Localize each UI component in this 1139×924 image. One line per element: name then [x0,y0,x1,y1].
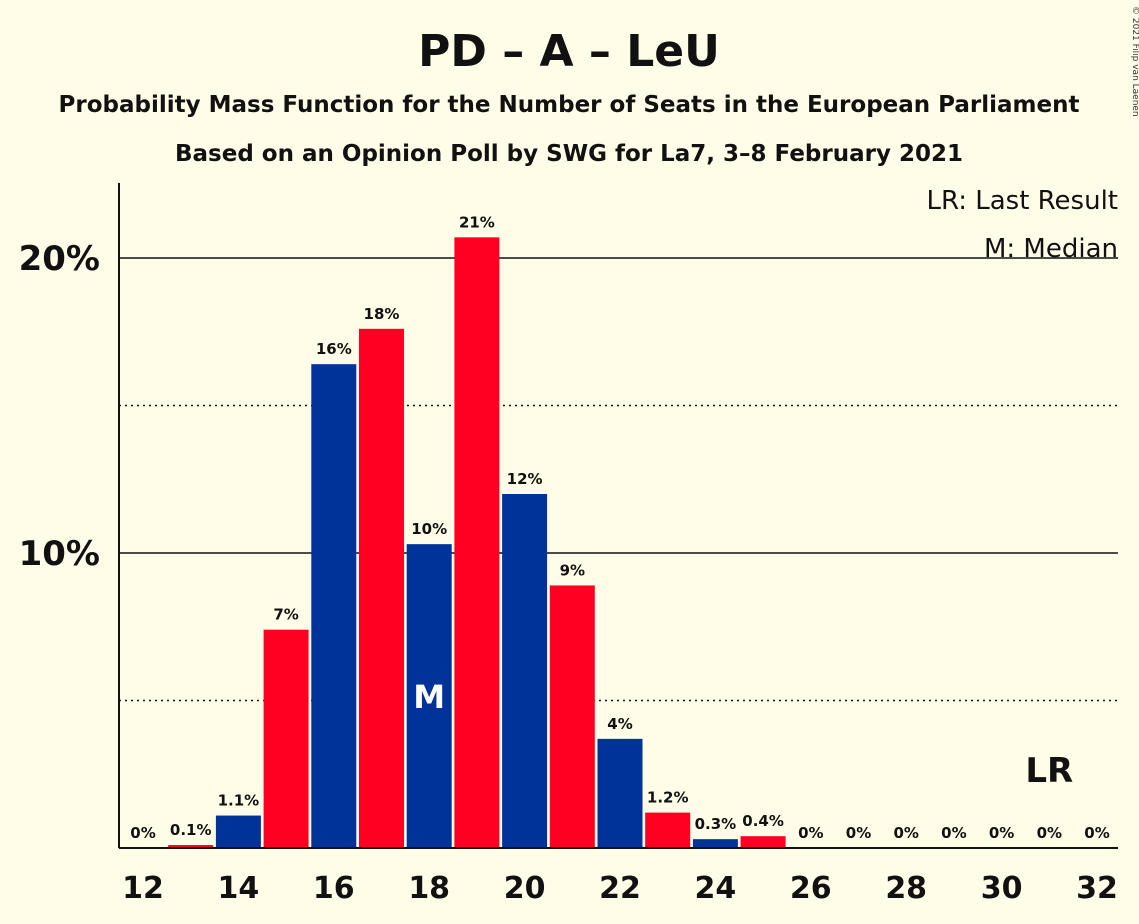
bars: 0% 0.1% 1.1% 7% 16% 18% 10% 21% 12% 9% 4% 1.2% 0.3% 0… [130,213,1110,849]
last-result-marker: LR [1025,751,1073,791]
axes: 12 14 16 18 20 22 24 26 28 30 32 [118,183,1118,906]
data-label: 0% [1037,824,1062,842]
data-label: 0% [941,824,966,842]
bar-seat-22 [597,738,643,848]
data-label: 0% [989,824,1014,842]
bar-seat-15 [263,629,309,848]
data-label: 0% [893,824,918,842]
chart-title: PD – A – LeU [418,26,720,77]
gridlines: 10% 20% [19,239,1118,702]
x-tick-label: 26 [790,871,832,906]
x-tick-label: 20 [504,871,546,906]
y-tick-label: 20% [19,239,100,279]
bar-seat-23 [645,812,691,848]
data-label: 0.3% [695,815,737,833]
bar-seat-14 [215,815,261,848]
data-label: 10% [411,520,447,538]
legend-last-result: LR: Last Result [926,186,1118,216]
x-tick-label: 12 [122,871,164,906]
x-tick-label: 28 [885,871,927,906]
bar-seat-25 [740,836,786,848]
x-tick-label: 24 [695,871,737,906]
y-tick-label: 10% [19,534,100,574]
data-label: 12% [507,470,543,488]
bar-seat-18 [406,544,452,848]
bar-seat-13 [168,845,214,848]
data-label: 7% [273,606,298,624]
median-marker: M [413,678,445,716]
bar-seat-16 [311,364,357,848]
x-tick-label: 22 [599,871,641,906]
data-label: 16% [316,340,352,358]
data-label: 0.1% [170,821,212,839]
data-label: 4% [607,715,632,733]
x-tick-label: 32 [1076,871,1118,906]
data-label: 18% [364,305,400,323]
data-label: 21% [459,213,495,231]
bar-seat-19 [454,237,500,849]
data-label: 0% [846,824,871,842]
data-label: 1.1% [218,792,260,810]
data-label: 0% [130,824,155,842]
data-label: 0.4% [742,812,784,830]
chart-subtitle: Probability Mass Function for the Number… [59,92,1080,118]
data-label: 0% [798,824,823,842]
bar-seat-20 [502,494,548,848]
data-label: 9% [560,561,585,579]
bar-seat-24 [692,839,738,848]
bar-seat-21 [549,585,595,848]
x-tick-label: 30 [981,871,1023,906]
legend-median: M: Median [984,234,1118,264]
x-tick-label: 14 [218,871,260,906]
x-tick-label: 16 [313,871,355,906]
x-tick-label: 18 [408,871,450,906]
data-label: 1.2% [647,789,689,807]
chart-subtitle-poll: Based on an Opinion Poll by SWG for La7,… [175,141,963,167]
bar-seat-17 [359,328,404,848]
data-label: 0% [1084,824,1109,842]
copyright: © 2021 Filip van Laenen [1130,6,1139,117]
